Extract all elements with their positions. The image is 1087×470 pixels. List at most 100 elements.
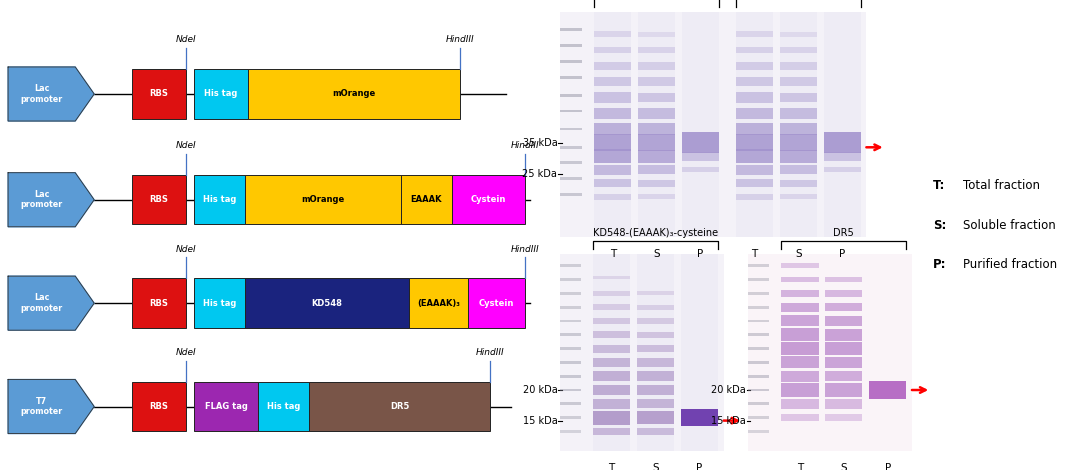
Bar bbox=[594, 305, 630, 310]
Bar bbox=[825, 371, 862, 381]
Bar bbox=[825, 277, 862, 282]
Bar bbox=[595, 93, 632, 102]
Bar bbox=[637, 331, 674, 338]
Bar bbox=[594, 331, 630, 338]
Bar bbox=[748, 347, 770, 350]
Text: 20 kDa: 20 kDa bbox=[523, 385, 558, 395]
Text: Soluble fraction: Soluble fraction bbox=[963, 219, 1057, 232]
Bar bbox=[824, 152, 861, 161]
Bar bbox=[560, 128, 582, 131]
Bar bbox=[638, 47, 675, 53]
Bar bbox=[638, 63, 675, 70]
Text: EAAAK: EAAAK bbox=[411, 195, 442, 204]
Bar bbox=[132, 382, 186, 431]
Bar bbox=[637, 291, 674, 296]
Bar bbox=[736, 123, 773, 135]
Bar bbox=[782, 371, 819, 382]
Bar bbox=[560, 12, 866, 237]
Bar bbox=[748, 264, 770, 267]
Bar bbox=[748, 333, 770, 336]
Bar bbox=[748, 306, 770, 308]
Bar bbox=[248, 69, 460, 118]
Text: T:: T: bbox=[934, 179, 946, 192]
Bar bbox=[736, 164, 773, 175]
Text: T: T bbox=[610, 249, 616, 259]
Text: 20 kDa: 20 kDa bbox=[711, 385, 746, 395]
Text: HindIII: HindIII bbox=[510, 141, 539, 150]
Bar bbox=[560, 76, 582, 78]
Bar bbox=[193, 278, 245, 328]
Bar bbox=[825, 384, 862, 397]
Bar bbox=[736, 12, 773, 237]
Text: 25 kDa: 25 kDa bbox=[523, 169, 558, 179]
Bar bbox=[637, 400, 674, 408]
Bar bbox=[595, 179, 632, 187]
Bar bbox=[736, 194, 773, 200]
Bar bbox=[782, 303, 819, 312]
Bar bbox=[132, 69, 186, 118]
Bar bbox=[779, 32, 817, 37]
Bar bbox=[736, 108, 773, 119]
Text: P: P bbox=[697, 463, 702, 470]
Bar bbox=[560, 162, 582, 164]
Bar bbox=[782, 342, 819, 355]
Bar bbox=[560, 110, 582, 112]
Bar bbox=[310, 382, 489, 431]
Bar bbox=[779, 108, 817, 119]
Bar bbox=[560, 416, 580, 419]
Text: HindIII: HindIII bbox=[510, 244, 539, 254]
Bar bbox=[595, 77, 632, 86]
Text: 15 kDa: 15 kDa bbox=[523, 415, 558, 426]
Bar bbox=[595, 123, 632, 135]
Bar bbox=[824, 167, 861, 172]
Bar bbox=[825, 342, 862, 355]
Bar bbox=[682, 12, 720, 237]
Bar bbox=[779, 149, 817, 163]
Bar bbox=[736, 179, 773, 187]
Text: 35 kDa: 35 kDa bbox=[523, 138, 558, 148]
Bar bbox=[595, 62, 632, 70]
Bar bbox=[259, 382, 310, 431]
Text: Purified fraction: Purified fraction bbox=[963, 258, 1058, 272]
Bar bbox=[560, 177, 582, 180]
Bar bbox=[637, 345, 674, 352]
Bar bbox=[779, 93, 817, 102]
Bar bbox=[825, 399, 862, 408]
Bar bbox=[779, 63, 817, 70]
Bar bbox=[638, 32, 675, 37]
Bar bbox=[736, 77, 773, 86]
Bar bbox=[748, 430, 770, 433]
Bar bbox=[779, 47, 817, 53]
Bar bbox=[594, 371, 630, 381]
Bar bbox=[779, 123, 817, 135]
Bar bbox=[736, 62, 773, 70]
Bar bbox=[132, 175, 186, 225]
Text: His tag: His tag bbox=[267, 402, 300, 411]
Bar bbox=[638, 149, 675, 163]
Bar bbox=[468, 278, 525, 328]
Bar bbox=[560, 193, 582, 196]
Bar bbox=[560, 430, 580, 433]
Text: P: P bbox=[885, 463, 891, 470]
Bar bbox=[782, 263, 819, 268]
Bar bbox=[736, 47, 773, 54]
Bar bbox=[560, 94, 582, 97]
Text: S:: S: bbox=[934, 219, 947, 232]
Bar bbox=[560, 361, 580, 364]
Text: Lac
promoter: Lac promoter bbox=[21, 293, 63, 313]
Bar bbox=[638, 123, 675, 135]
Bar bbox=[594, 254, 630, 451]
Bar bbox=[638, 180, 675, 187]
Text: T: T bbox=[751, 249, 758, 259]
Bar bbox=[782, 399, 819, 409]
Bar bbox=[637, 371, 674, 381]
Bar bbox=[560, 320, 580, 322]
Bar bbox=[748, 292, 770, 295]
Bar bbox=[638, 194, 675, 199]
Text: Cystein: Cystein bbox=[478, 298, 514, 308]
Bar bbox=[825, 357, 862, 368]
Bar bbox=[452, 175, 525, 225]
Bar bbox=[595, 164, 632, 175]
Text: HindIII: HindIII bbox=[475, 348, 504, 357]
Bar bbox=[825, 414, 862, 421]
